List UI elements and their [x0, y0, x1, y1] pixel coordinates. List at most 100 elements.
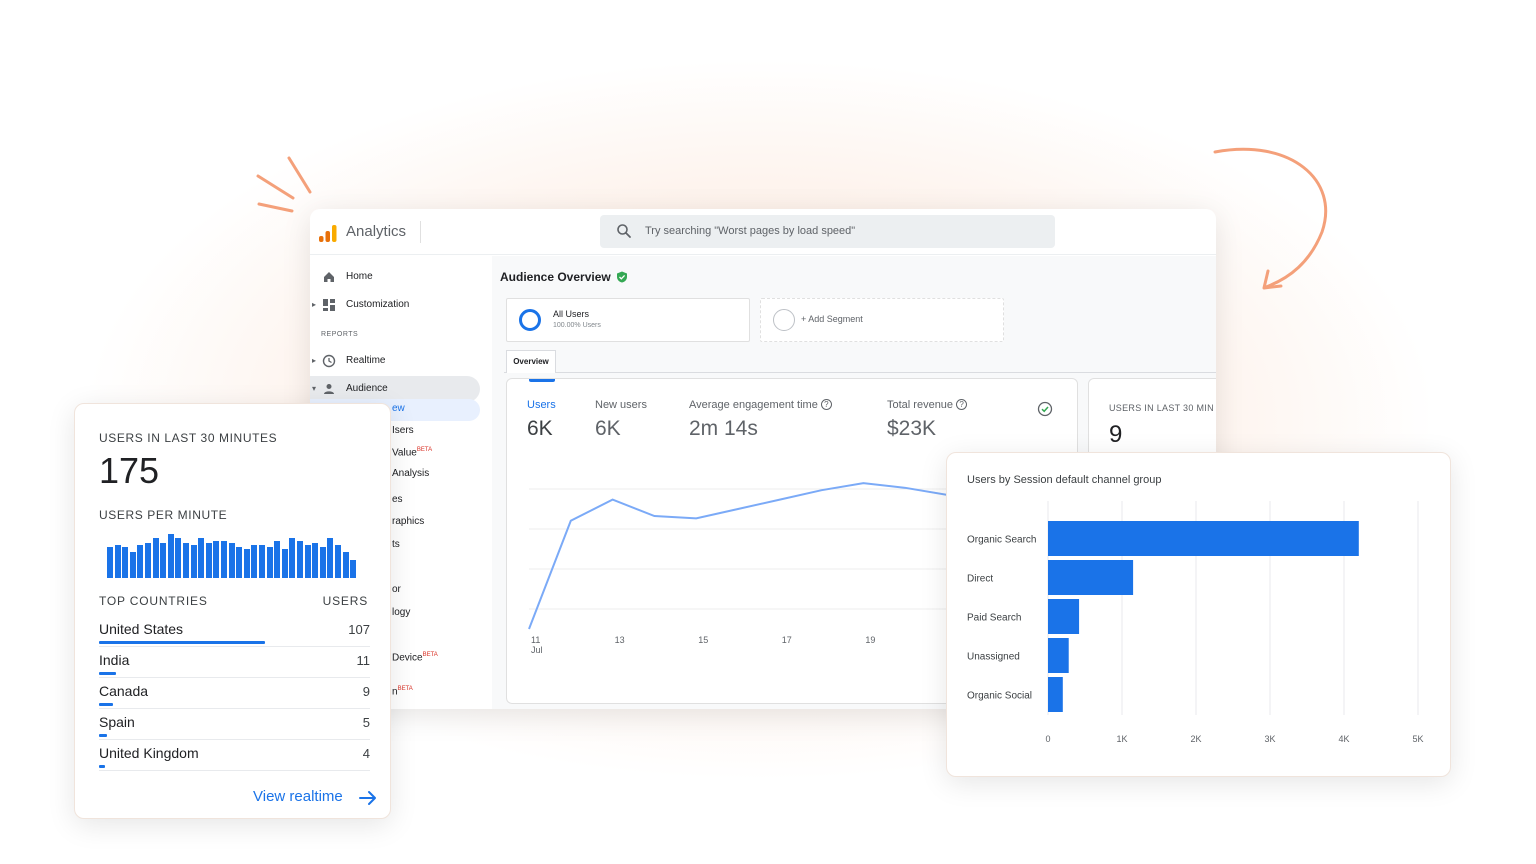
country-row[interactable]: Canada 9: [99, 678, 370, 709]
sidebar-item-audience[interactable]: ▾ Audience: [310, 376, 480, 402]
search-icon: [617, 224, 631, 238]
minute-bar: [122, 547, 129, 578]
channel-bar[interactable]: [1048, 560, 1134, 595]
empty-ring-icon: [773, 309, 795, 331]
metric-label: Users: [527, 399, 556, 411]
users-30min-label: USERS IN LAST 30 MINUTES: [99, 431, 278, 445]
x-tick-label: 4K: [1338, 734, 1349, 744]
view-realtime-link[interactable]: View realtime: [253, 788, 343, 805]
top-bar: Analytics Try searching "Worst pages by …: [310, 209, 1216, 255]
sidebar-subitem[interactable]: nBETA: [392, 686, 413, 697]
x-tick-sublabel: Jul: [531, 645, 543, 655]
sidebar-item-label: Audience: [346, 383, 388, 394]
dashboard-icon: [323, 299, 335, 311]
channel-bar[interactable]: [1048, 599, 1080, 634]
tab-divider: [504, 372, 1216, 373]
metric-label: New users: [595, 399, 647, 411]
sidebar-item-home[interactable]: Home: [310, 264, 480, 290]
add-segment-button[interactable]: + Add Segment: [760, 298, 1004, 342]
minute-bar: [289, 538, 296, 578]
x-tick-label: 11: [531, 635, 540, 645]
channel-bar[interactable]: [1048, 638, 1069, 673]
category-label: Organic Search: [967, 535, 1036, 546]
sidebar-subitem[interactable]: or: [392, 584, 401, 595]
country-name: Canada: [99, 683, 149, 699]
sidebar-subitem[interactable]: ts: [392, 539, 400, 550]
x-tick-label: 13: [615, 635, 625, 645]
minute-bar: [350, 560, 357, 578]
minute-bar: [319, 547, 326, 578]
country-name: Spain: [99, 714, 135, 730]
arrow-right-icon[interactable]: [359, 790, 377, 806]
country-share-bar: [99, 641, 265, 644]
minute-bar: [129, 551, 136, 578]
country-row[interactable]: United States 107: [99, 616, 370, 647]
sidebar-subitem[interactable]: Analysis: [392, 468, 430, 479]
minute-bar: [167, 534, 174, 578]
minute-bar: [160, 542, 167, 578]
sidebar-subitem[interactable]: ew: [392, 403, 405, 414]
sidebar-item-customization[interactable]: ▸ Customization: [310, 292, 480, 318]
minute-bar: [228, 542, 235, 578]
top-countries-header: TOP COUNTRIES: [99, 594, 208, 608]
sidebar-subitem[interactable]: ValueBETA: [392, 447, 432, 458]
realtime-card: USERS IN LAST 30 MINUTES 175 USERS PER M…: [74, 403, 391, 819]
help-icon[interactable]: ?: [820, 399, 832, 410]
minute-bar: [107, 547, 113, 578]
category-label: Direct: [967, 574, 993, 585]
sidebar-item-realtime[interactable]: ▸ Realtime: [310, 348, 480, 374]
minute-bar: [213, 540, 220, 578]
country-users-value: 5: [362, 715, 370, 730]
sidebar-subitem[interactable]: DeviceBETA: [392, 652, 438, 663]
channel-bar[interactable]: [1048, 677, 1063, 712]
country-share-bar: [99, 765, 106, 768]
country-row[interactable]: Spain 5: [99, 709, 370, 740]
minute-bar: [145, 542, 151, 578]
country-row[interactable]: India 11: [99, 647, 370, 678]
sidebar-subitem-label: n: [392, 686, 398, 698]
add-segment-label: + Add Segment: [801, 314, 863, 324]
segment-all-users[interactable]: All Users 100.00% Users: [506, 298, 750, 342]
metric-total-revenue[interactable]: Total revenue? $23K: [887, 399, 968, 441]
check-circle-icon[interactable]: [1037, 401, 1053, 417]
segment-name: All Users: [553, 309, 590, 319]
sidebar-item-label: Realtime: [346, 355, 386, 366]
sidebar-subitem[interactable]: Isers: [392, 425, 414, 436]
metric-engagement-time[interactable]: Average engagement time? 2m 14s: [689, 399, 832, 441]
channel-bar[interactable]: [1048, 521, 1359, 556]
minute-bar: [137, 545, 144, 578]
realtime-mini-value: 9: [1109, 421, 1123, 448]
metric-value: 6K: [595, 417, 621, 440]
minute-bar: [205, 542, 212, 578]
category-label: Organic Social: [967, 691, 1032, 702]
metric-users[interactable]: Users 6K: [527, 399, 556, 441]
minute-bar: [152, 538, 159, 578]
clock-icon: [322, 354, 336, 368]
minute-bar: [114, 545, 121, 578]
caret-right-icon: ▸: [312, 300, 317, 309]
minute-bar: [259, 545, 265, 578]
minute-bar: [266, 547, 273, 578]
x-tick-label: 1K: [1116, 734, 1127, 744]
category-label: Paid Search: [967, 613, 1021, 624]
country-share-bar: [99, 672, 117, 675]
minute-bar: [190, 545, 197, 578]
country-users-value: 9: [362, 684, 370, 699]
x-tick-label: 19: [865, 635, 875, 645]
realtime-mini-label: USERS IN LAST 30 MIN: [1109, 403, 1214, 413]
beta-badge: BETA: [416, 447, 433, 453]
sidebar-subitem[interactable]: es: [392, 494, 403, 505]
users-per-minute-chart: [107, 534, 363, 578]
country-name: United States: [99, 621, 184, 637]
minute-bar: [304, 545, 311, 578]
country-name: United Kingdom: [99, 745, 199, 761]
metric-new-users[interactable]: New users 6K: [595, 399, 647, 441]
search-bar[interactable]: Try searching "Worst pages by load speed…: [600, 215, 1055, 248]
reports-section-label: REPORTS: [321, 331, 359, 338]
minute-bar: [221, 540, 227, 578]
country-row[interactable]: United Kingdom 4: [99, 740, 370, 771]
sidebar-subitem[interactable]: raphics: [392, 516, 425, 527]
sidebar-subitem[interactable]: logy: [392, 607, 411, 618]
tab-overview[interactable]: Overview: [506, 350, 556, 373]
help-icon[interactable]: ?: [956, 399, 968, 410]
